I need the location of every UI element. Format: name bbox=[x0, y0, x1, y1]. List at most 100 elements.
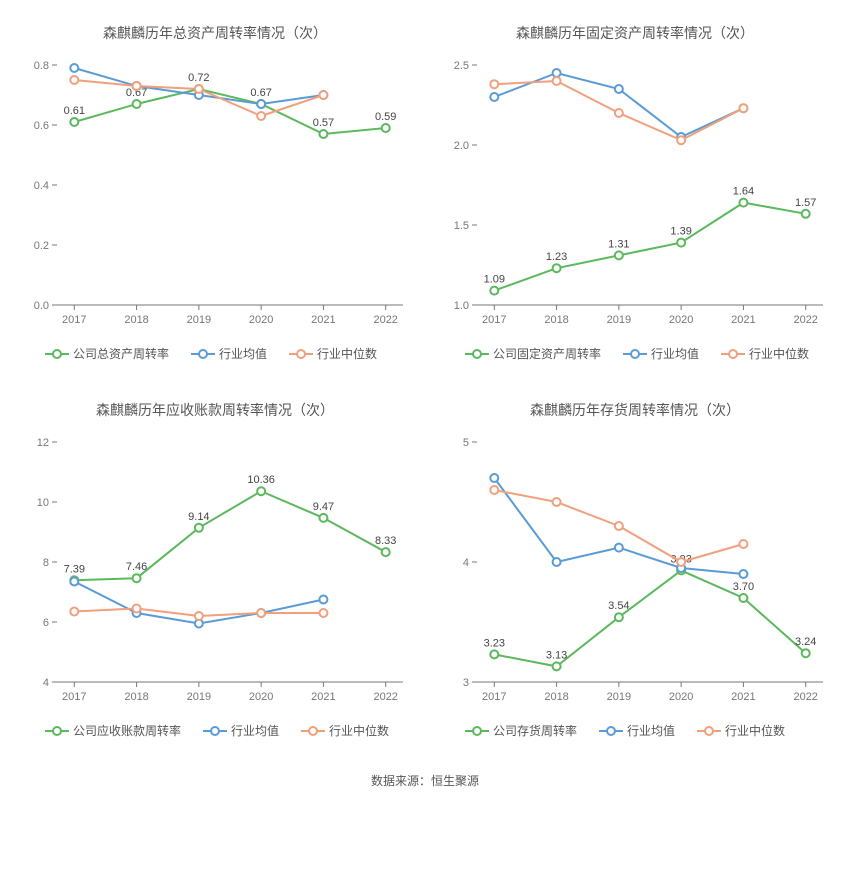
series-line-company bbox=[74, 89, 385, 134]
data-label: 3.23 bbox=[484, 637, 505, 649]
y-tick-label: 10 bbox=[37, 497, 49, 509]
data-label: 0.57 bbox=[313, 117, 334, 129]
series-marker-industry_median bbox=[195, 612, 203, 620]
chart-panel-inventory_turnover: 森麒麟历年存货周转率情况（次）3452017201820192020202120… bbox=[430, 387, 840, 754]
data-label: 10.36 bbox=[247, 474, 275, 486]
series-marker-industry_avg bbox=[739, 570, 747, 578]
data-label: 1.31 bbox=[608, 238, 629, 250]
series-marker-company bbox=[382, 548, 390, 556]
legend-swatch-icon bbox=[45, 348, 69, 360]
x-tick-label: 2021 bbox=[731, 691, 755, 703]
series-marker-company bbox=[133, 574, 141, 582]
y-tick-label: 0.2 bbox=[34, 240, 49, 252]
data-label: 1.09 bbox=[484, 274, 505, 286]
series-marker-industry_median bbox=[70, 76, 78, 84]
series-marker-industry_median bbox=[677, 558, 685, 566]
data-label: 9.14 bbox=[188, 511, 209, 523]
source-note: 数据来源：恒生聚源 bbox=[10, 772, 840, 789]
x-tick-label: 2020 bbox=[249, 314, 273, 326]
legend-item-industry_median: 行业中位数 bbox=[301, 722, 389, 739]
x-tick-label: 2018 bbox=[124, 314, 148, 326]
data-label: 0.61 bbox=[64, 105, 85, 117]
legend-item-industry_avg: 行业均值 bbox=[623, 345, 699, 362]
x-tick-label: 2017 bbox=[62, 314, 86, 326]
chart-svg: 0.00.20.40.60.82017201820192020202120220… bbox=[15, 55, 415, 335]
series-marker-industry_median bbox=[490, 486, 498, 494]
series-marker-industry_avg bbox=[70, 578, 78, 586]
legend-item-industry_median: 行业中位数 bbox=[289, 345, 377, 362]
series-marker-industry_median bbox=[739, 540, 747, 548]
series-marker-industry_avg bbox=[553, 558, 561, 566]
legend-label: 公司固定资产周转率 bbox=[493, 345, 601, 362]
series-marker-company bbox=[195, 524, 203, 532]
series-marker-company bbox=[490, 650, 498, 658]
legend-label: 行业均值 bbox=[231, 722, 279, 739]
x-tick-label: 2018 bbox=[544, 691, 568, 703]
series-marker-industry_median bbox=[70, 608, 78, 616]
y-tick-label: 0.8 bbox=[34, 60, 49, 72]
y-tick-label: 0.0 bbox=[34, 300, 49, 312]
data-label: 3.24 bbox=[795, 636, 816, 648]
data-label: 8.33 bbox=[375, 535, 396, 547]
plot-area: 0.00.20.40.60.82017201820192020202120220… bbox=[15, 55, 415, 335]
data-label: 3.70 bbox=[733, 581, 754, 593]
y-tick-label: 1.5 bbox=[454, 220, 469, 232]
series-marker-industry_median bbox=[133, 82, 141, 90]
series-line-company bbox=[494, 203, 805, 291]
series-marker-company bbox=[615, 613, 623, 621]
legend-label: 行业均值 bbox=[219, 345, 267, 362]
series-marker-company bbox=[553, 662, 561, 670]
legend-swatch-icon bbox=[721, 348, 745, 360]
data-label: 7.39 bbox=[64, 563, 85, 575]
series-marker-company bbox=[739, 594, 747, 602]
legend-swatch-icon bbox=[465, 348, 489, 360]
plot-area: 3452017201820192020202120223.233.133.543… bbox=[435, 432, 835, 712]
legend: 公司存货周转率 行业均值 行业中位数 bbox=[435, 712, 835, 749]
series-marker-industry_median bbox=[257, 609, 265, 617]
series-marker-industry_median bbox=[257, 112, 265, 120]
x-tick-label: 2018 bbox=[124, 691, 148, 703]
x-tick-label: 2017 bbox=[482, 314, 506, 326]
legend-item-industry_avg: 行业均值 bbox=[599, 722, 675, 739]
data-label: 1.64 bbox=[733, 186, 754, 198]
x-tick-label: 2019 bbox=[607, 314, 631, 326]
legend-item-company: 公司应收账款周转率 bbox=[45, 722, 181, 739]
x-tick-label: 2021 bbox=[311, 314, 335, 326]
series-marker-company bbox=[802, 649, 810, 657]
series-marker-industry_median bbox=[195, 85, 203, 93]
series-marker-company bbox=[739, 199, 747, 207]
legend-swatch-icon bbox=[599, 725, 623, 737]
legend: 公司总资产周转率行业均值行业中位数 bbox=[15, 335, 415, 372]
legend-item-industry_median: 行业中位数 bbox=[697, 722, 785, 739]
legend-item-company: 公司存货周转率 bbox=[465, 722, 577, 739]
series-marker-industry_avg bbox=[70, 64, 78, 72]
series-marker-industry_avg bbox=[615, 544, 623, 552]
legend-item-company: 公司固定资产周转率 bbox=[465, 345, 601, 362]
data-label: 1.57 bbox=[795, 197, 816, 209]
x-tick-label: 2022 bbox=[793, 691, 817, 703]
series-marker-company bbox=[70, 118, 78, 126]
chart-grid: 森麒麟历年总资产周转率情况（次）0.00.20.40.60.8201720182… bbox=[10, 10, 840, 754]
legend-label: 行业中位数 bbox=[317, 345, 377, 362]
series-marker-industry_avg bbox=[490, 474, 498, 482]
y-tick-label: 0.4 bbox=[34, 180, 49, 192]
series-marker-industry_median bbox=[615, 109, 623, 117]
series-marker-industry_median bbox=[615, 522, 623, 530]
x-tick-label: 2017 bbox=[62, 691, 86, 703]
legend-swatch-icon bbox=[301, 725, 325, 737]
series-marker-industry_median bbox=[319, 609, 327, 617]
y-tick-label: 4 bbox=[43, 677, 49, 689]
plot-area: 46810122017201820192020202120227.397.469… bbox=[15, 432, 415, 712]
series-marker-industry_median bbox=[319, 91, 327, 99]
data-label: 3.54 bbox=[608, 600, 629, 612]
series-marker-industry_avg bbox=[257, 100, 265, 108]
x-tick-label: 2020 bbox=[669, 691, 693, 703]
legend-label: 行业中位数 bbox=[329, 722, 389, 739]
y-tick-label: 2.5 bbox=[454, 60, 469, 72]
y-tick-label: 5 bbox=[463, 437, 469, 449]
legend-label: 公司应收账款周转率 bbox=[73, 722, 181, 739]
legend-swatch-icon bbox=[289, 348, 313, 360]
series-marker-company bbox=[133, 100, 141, 108]
x-tick-label: 2019 bbox=[187, 691, 211, 703]
x-tick-label: 2020 bbox=[249, 691, 273, 703]
